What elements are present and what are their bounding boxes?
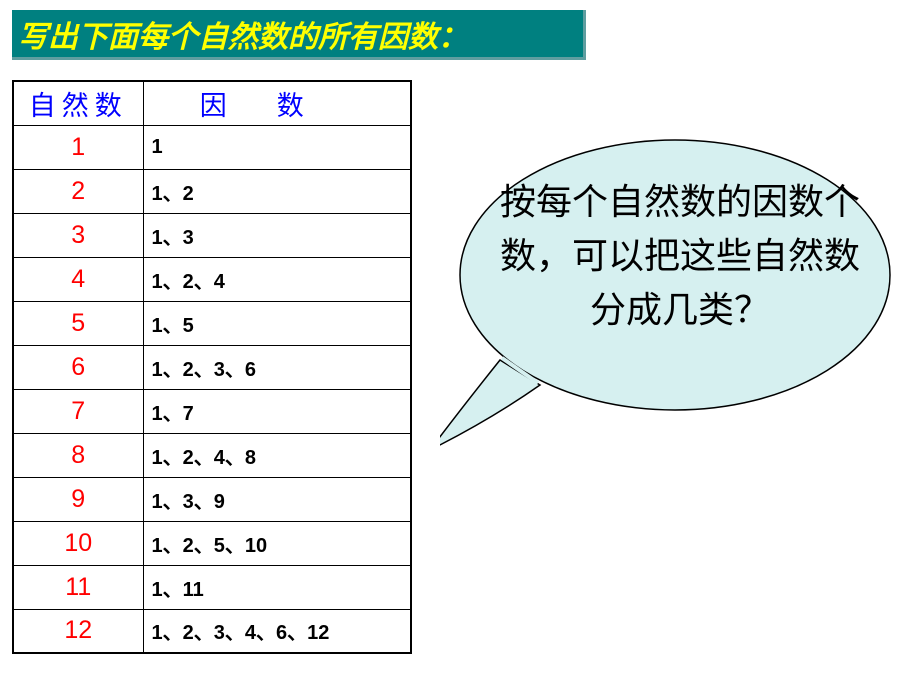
cell-number: 5	[13, 301, 143, 345]
table-row: 121、2、3、4、6、12	[13, 609, 411, 653]
table-row: 101、2、5、10	[13, 521, 411, 565]
cell-factors: 1、2、4	[143, 257, 411, 301]
cell-factors: 1、5	[143, 301, 411, 345]
speech-bubble: 按每个自然数的因数个数，可以把这些自然数分成几类？	[440, 130, 900, 440]
table-row: 61、2、3、6	[13, 345, 411, 389]
cell-number: 12	[13, 609, 143, 653]
cell-factors: 1、2、4、8	[143, 433, 411, 477]
table-row: 91、3、9	[13, 477, 411, 521]
cell-factors: 1、7	[143, 389, 411, 433]
table-row: 81、2、4、8	[13, 433, 411, 477]
title-text: 写出下面每个自然数的所有因数：	[18, 12, 468, 56]
title-bar: 写出下面每个自然数的所有因数：	[12, 10, 586, 60]
cell-number: 7	[13, 389, 143, 433]
cell-number: 6	[13, 345, 143, 389]
bubble-text: 按每个自然数的因数个数，可以把这些自然数分成几类？	[490, 175, 870, 337]
table-row: 51、5	[13, 301, 411, 345]
header-natural-number: 自然数	[13, 81, 143, 125]
cell-factors: 1、3、9	[143, 477, 411, 521]
cell-factors: 1、2、3、6	[143, 345, 411, 389]
cell-factors: 1、2	[143, 169, 411, 213]
cell-number: 4	[13, 257, 143, 301]
cell-number: 2	[13, 169, 143, 213]
table-row: 111、11	[13, 565, 411, 609]
cell-number: 8	[13, 433, 143, 477]
header-factors: 因数	[143, 81, 411, 125]
cell-factors: 1	[143, 125, 411, 169]
cell-factors: 1、2、3、4、6、12	[143, 609, 411, 653]
cell-factors: 1、3	[143, 213, 411, 257]
cell-number: 10	[13, 521, 143, 565]
table-row: 71、7	[13, 389, 411, 433]
table-row: 41、2、4	[13, 257, 411, 301]
table-header-row: 自然数 因数	[13, 81, 411, 125]
cell-number: 1	[13, 125, 143, 169]
cell-number: 11	[13, 565, 143, 609]
cell-number: 9	[13, 477, 143, 521]
table-row: 11	[13, 125, 411, 169]
cell-factors: 1、2、5、10	[143, 521, 411, 565]
cell-number: 3	[13, 213, 143, 257]
cell-factors: 1、11	[143, 565, 411, 609]
factors-table: 自然数 因数 11 21、2 31、3 41、2、4 51、5 61、2、3、6…	[12, 80, 412, 654]
table-row: 31、3	[13, 213, 411, 257]
table-row: 21、2	[13, 169, 411, 213]
